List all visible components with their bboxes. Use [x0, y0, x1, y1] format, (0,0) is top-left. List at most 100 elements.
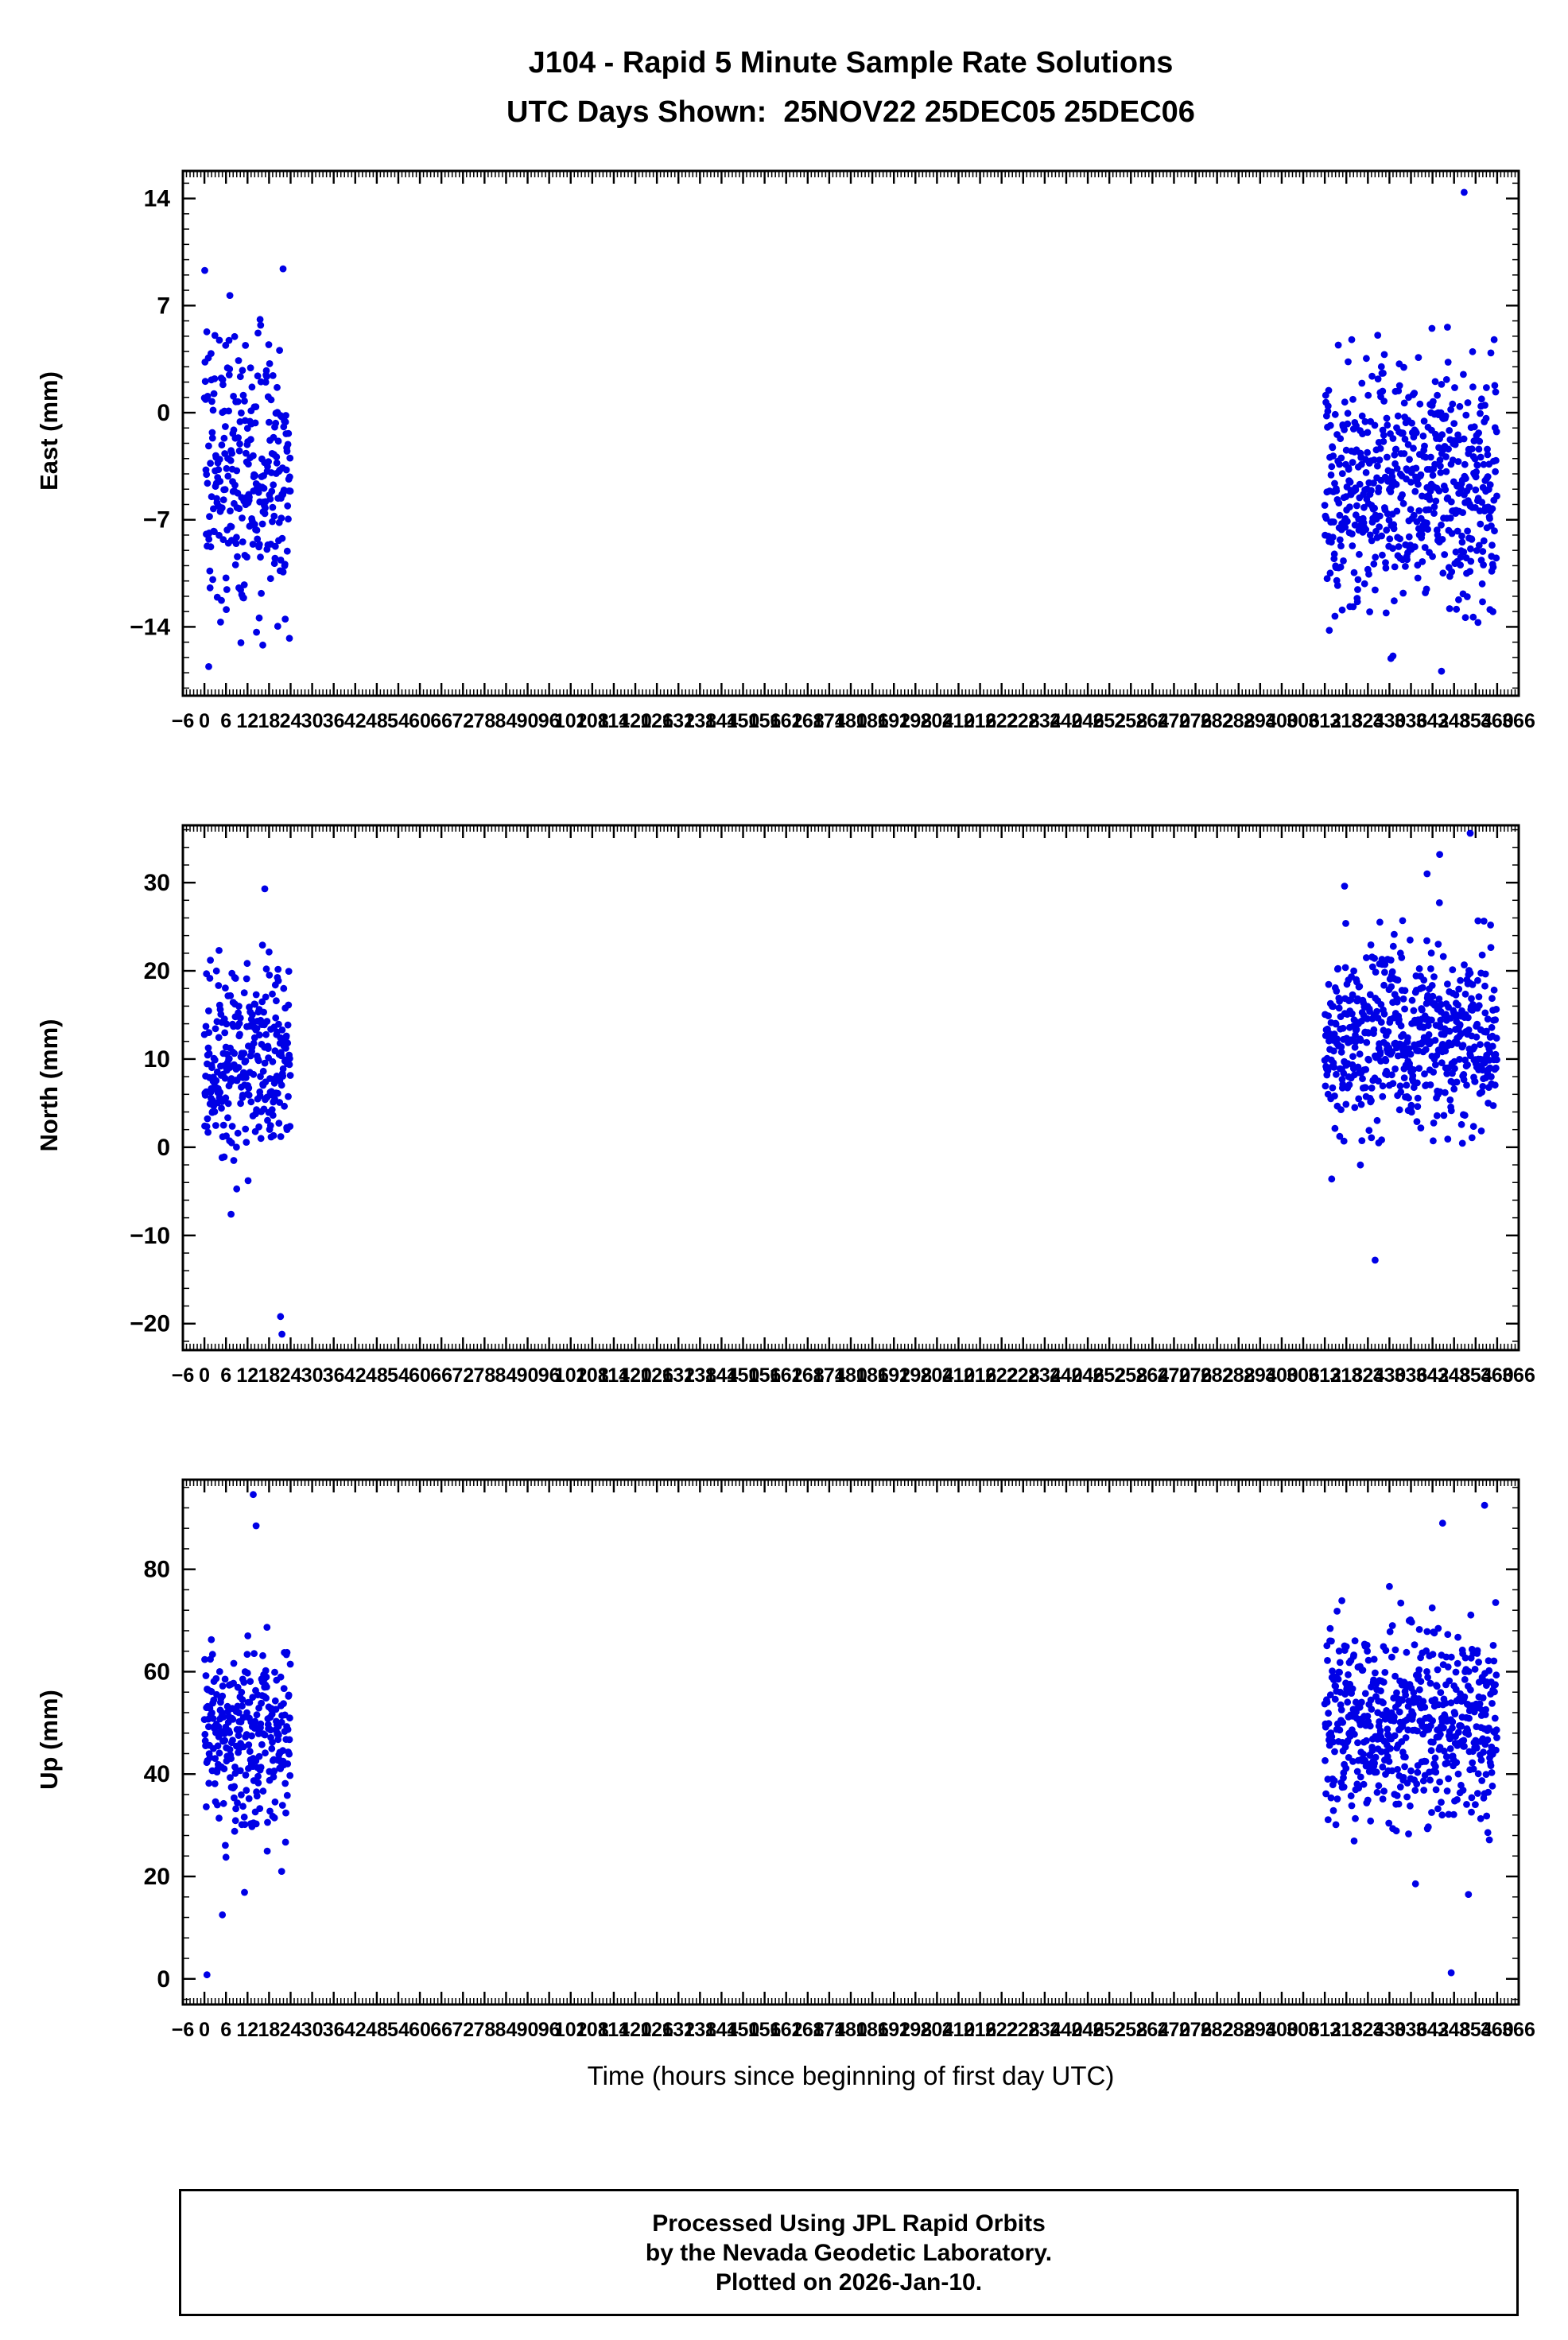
svg-text:126: 126 — [640, 2019, 673, 2041]
svg-text:80: 80 — [144, 1557, 170, 1583]
svg-text:30: 30 — [301, 2019, 324, 2041]
svg-text:156: 156 — [748, 2019, 782, 2041]
svg-text:192: 192 — [877, 1364, 910, 1387]
svg-text:138: 138 — [683, 710, 716, 732]
svg-text:186: 186 — [856, 2019, 889, 2041]
svg-text:324: 324 — [1351, 1364, 1384, 1387]
svg-text:354: 354 — [1459, 710, 1492, 732]
svg-text:0: 0 — [199, 710, 210, 732]
svg-text:138: 138 — [683, 1364, 716, 1387]
svg-text:78: 78 — [473, 2019, 495, 2041]
svg-text:336: 336 — [1395, 710, 1428, 732]
svg-text:222: 222 — [985, 710, 1019, 732]
svg-text:276: 276 — [1179, 710, 1213, 732]
svg-text:84: 84 — [495, 2019, 518, 2041]
svg-text:312: 312 — [1308, 710, 1341, 732]
east-scatter-panel: −6 0 6 12 18 24 30 36 42 48 54 60 66 72 78 84 90 96102108… — [130, 169, 1535, 732]
svg-text:42: 42 — [344, 2019, 367, 2041]
svg-text:300: 300 — [1265, 2019, 1298, 2041]
svg-text:336: 336 — [1395, 1364, 1428, 1387]
svg-text:318: 318 — [1329, 2019, 1363, 2041]
svg-text:360: 360 — [1481, 710, 1514, 732]
svg-text:318: 318 — [1329, 1364, 1363, 1387]
svg-text:54: 54 — [387, 2019, 409, 2041]
svg-text:210: 210 — [942, 710, 976, 732]
svg-text:234: 234 — [1028, 1364, 1062, 1387]
svg-text:234: 234 — [1028, 710, 1062, 732]
svg-text:168: 168 — [791, 710, 825, 732]
svg-text:−7: −7 — [143, 507, 170, 534]
svg-text:84: 84 — [495, 710, 518, 732]
svg-text:102: 102 — [554, 710, 588, 732]
svg-text:150: 150 — [727, 710, 760, 732]
svg-text:216: 216 — [964, 1364, 997, 1387]
svg-text:282: 282 — [1201, 2019, 1234, 2041]
svg-text:252: 252 — [1093, 1364, 1126, 1387]
svg-text:336: 336 — [1395, 2019, 1428, 2041]
svg-text:216: 216 — [964, 2019, 997, 2041]
svg-text:6: 6 — [220, 1364, 231, 1387]
north-scatter-panel: −6 0 6 12 18 24 30 36 42 48 54 60 66 72 78 84 90 96102108… — [130, 824, 1535, 1387]
svg-text:90: 90 — [517, 1364, 539, 1387]
up-scatter-panel: −6 0 6 12 18 24 30 36 42 48 54 60 66 72 78 84 90 96102108… — [144, 1478, 1535, 2041]
svg-text:42: 42 — [344, 1364, 367, 1387]
svg-text:300: 300 — [1265, 710, 1298, 732]
svg-text:54: 54 — [387, 710, 409, 732]
svg-text:144: 144 — [705, 2019, 739, 2041]
svg-text:40: 40 — [144, 1761, 170, 1787]
svg-text:288: 288 — [1222, 710, 1256, 732]
svg-text:342: 342 — [1416, 2019, 1450, 2041]
svg-text:246: 246 — [1071, 2019, 1104, 2041]
svg-text:240: 240 — [1050, 2019, 1083, 2041]
svg-text:234: 234 — [1028, 2019, 1062, 2041]
svg-text:354: 354 — [1459, 2019, 1492, 2041]
svg-text:24: 24 — [280, 710, 302, 732]
svg-text:246: 246 — [1071, 710, 1104, 732]
svg-text:204: 204 — [921, 1364, 954, 1387]
svg-text:150: 150 — [727, 2019, 760, 2041]
svg-text:282: 282 — [1201, 1364, 1234, 1387]
svg-text:14: 14 — [144, 186, 171, 212]
svg-text:120: 120 — [619, 2019, 652, 2041]
svg-text:210: 210 — [942, 1364, 976, 1387]
svg-text:294: 294 — [1244, 2019, 1277, 2041]
svg-text:−6: −6 — [172, 710, 195, 732]
svg-text:96: 96 — [538, 1364, 561, 1387]
svg-text:246: 246 — [1071, 1364, 1104, 1387]
svg-text:144: 144 — [705, 1364, 739, 1387]
svg-text:276: 276 — [1179, 2019, 1213, 2041]
svg-text:204: 204 — [921, 2019, 954, 2041]
svg-text:42: 42 — [344, 710, 367, 732]
footer-line2: by the Nevada Geodetic Laboratory. — [645, 2239, 1053, 2266]
svg-text:366: 366 — [1502, 1364, 1535, 1387]
svg-text:348: 348 — [1438, 2019, 1471, 2041]
svg-text:78: 78 — [473, 710, 495, 732]
svg-text:−6: −6 — [172, 2019, 195, 2041]
svg-text:210: 210 — [942, 2019, 976, 2041]
svg-text:108: 108 — [576, 2019, 609, 2041]
svg-text:366: 366 — [1502, 2019, 1535, 2041]
svg-text:0: 0 — [157, 400, 170, 426]
svg-text:132: 132 — [662, 1364, 695, 1387]
svg-text:288: 288 — [1222, 1364, 1256, 1387]
svg-text:240: 240 — [1050, 1364, 1083, 1387]
svg-text:342: 342 — [1416, 710, 1450, 732]
svg-text:60: 60 — [409, 710, 431, 732]
svg-text:54: 54 — [387, 1364, 409, 1387]
svg-text:96: 96 — [538, 710, 561, 732]
svg-text:288: 288 — [1222, 2019, 1256, 2041]
svg-text:156: 156 — [748, 710, 782, 732]
svg-text:0: 0 — [199, 2019, 210, 2041]
svg-text:168: 168 — [791, 1364, 825, 1387]
svg-text:36: 36 — [323, 2019, 345, 2041]
svg-text:0: 0 — [157, 1966, 170, 1993]
svg-text:270: 270 — [1158, 1364, 1191, 1387]
footer-box: Processed Using JPL Rapid Orbits by the … — [179, 2189, 1519, 2316]
svg-text:−14: −14 — [130, 614, 170, 640]
svg-text:252: 252 — [1093, 2019, 1126, 2041]
svg-text:306: 306 — [1287, 710, 1320, 732]
svg-text:120: 120 — [619, 1364, 652, 1387]
svg-text:102: 102 — [554, 2019, 588, 2041]
svg-text:30: 30 — [301, 1364, 324, 1387]
svg-text:180: 180 — [834, 1364, 867, 1387]
